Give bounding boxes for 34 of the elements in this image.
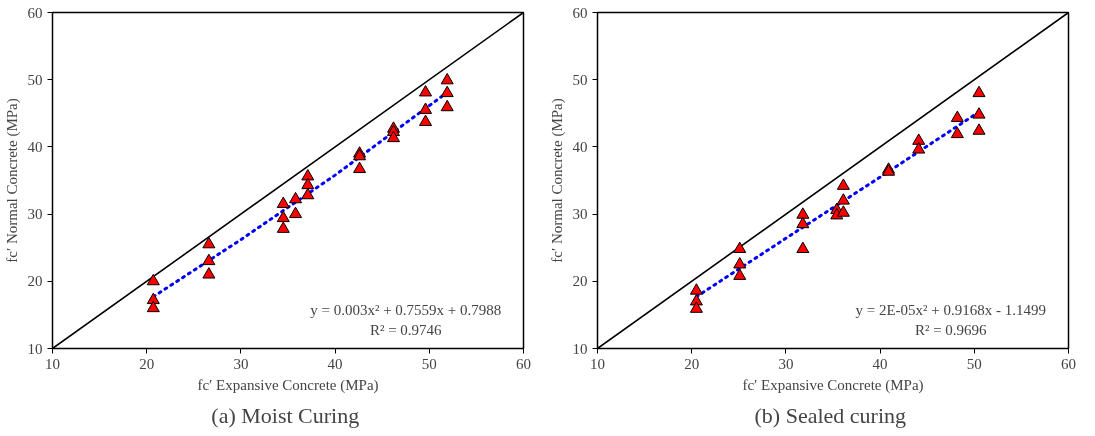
x-tick-label: 10: [590, 355, 605, 372]
y-tick-label: 30: [27, 206, 43, 223]
x-tick-label: 40: [872, 355, 888, 372]
y-axis-title: fc′ Normal Concrete (MPa): [3, 98, 21, 263]
x-tick-label: 30: [778, 355, 794, 372]
text: (a) Moist Curing: [211, 402, 360, 428]
y-tick-label: 60: [572, 4, 588, 21]
y-tick-label: 30: [572, 206, 588, 223]
annotation: y = 2E-05x² + 0.9168x - 1.1499: [855, 301, 1047, 318]
x-tick-label: 50: [966, 355, 982, 372]
text: (b) Sealed curing: [754, 402, 906, 428]
y-tick-label: 40: [572, 138, 588, 155]
x-tick-label: 60: [1061, 355, 1076, 372]
x-axis-title: fc′ Expansive Concrete (MPa): [197, 376, 379, 394]
x-tick-label: 20: [139, 355, 155, 372]
y-tick-label: 40: [27, 138, 43, 155]
x-tick-label: 60: [516, 355, 531, 372]
x-tick-label: 30: [233, 355, 249, 372]
x-tick-label: 50: [421, 355, 437, 372]
y-tick-label: 10: [572, 340, 588, 357]
annotation: R² = 0.9696: [914, 322, 988, 339]
y-tick-label: 20: [27, 273, 43, 290]
x-tick-label: 20: [684, 355, 700, 372]
annotation: R² = 0.9746: [369, 322, 443, 339]
x-axis-title: fc′ Expansive Concrete (MPa): [742, 376, 924, 394]
y-tick-label: 60: [27, 4, 43, 21]
x-tick-label: 10: [45, 355, 60, 372]
y-tick-label: 20: [572, 273, 588, 290]
annotation: y = 0.003x² + 0.7559x + 0.7988: [310, 301, 502, 318]
x-tick-label: 40: [327, 355, 343, 372]
y-axis-title: fc′ Normal Concrete (MPa): [548, 98, 566, 263]
y-tick-label: 50: [572, 71, 588, 88]
y-tick-label: 10: [27, 340, 43, 357]
y-tick-label: 50: [27, 71, 43, 88]
